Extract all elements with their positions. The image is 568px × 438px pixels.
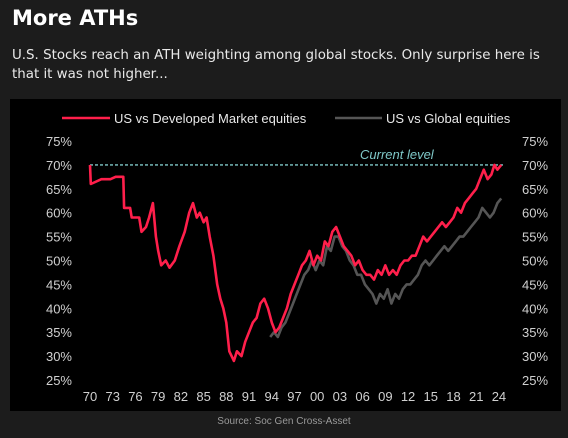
x-tick: 94 [265,389,279,404]
post-subtitle: U.S. Stocks reach an ATH weighting among… [12,48,540,82]
y-tick-right: 55% [522,230,548,245]
y-tick-right: 60% [522,206,548,221]
y-tick-right: 45% [522,277,548,292]
x-tick: 85 [196,389,210,404]
series-line-global [269,197,503,339]
x-tick: 21 [469,389,483,404]
y-axis-right: 25% 30% 35% 40% 45% 50% 55% 60% 65% 70% 75% [522,134,548,388]
y-tick-left: 25% [46,373,72,388]
chart-panel: US vs Developed Market equities US vs Gl… [10,99,561,411]
legend-label-global: US vs Global equities [386,111,511,126]
post-title: More ATHs [12,6,139,30]
y-tick-left: 55% [46,230,72,245]
y-tick-left: 65% [46,182,72,197]
x-axis: 70 73 76 79 82 85 88 91 94 97 00 03 06 09 12 15 18 21 24 [83,389,506,404]
y-tick-right: 35% [522,325,548,340]
series-layer [88,163,503,363]
x-tick: 73 [105,389,119,404]
x-tick: 24 [492,389,506,404]
y-tick-right: 30% [522,349,548,364]
series-line-developed [88,163,503,363]
x-tick: 76 [128,389,142,404]
y-tick-left: 60% [46,206,72,221]
y-tick-right: 65% [522,182,548,197]
source-caption: Source: Soc Gen Cross-Asset [217,416,351,427]
x-tick: 00 [310,389,324,404]
x-tick: 70 [83,389,97,404]
x-tick: 79 [151,389,165,404]
y-tick-right: 75% [522,134,548,149]
y-tick-left: 45% [46,277,72,292]
y-tick-right: 40% [522,301,548,316]
y-tick-left: 75% [46,134,72,149]
y-axis-left: 25% 30% 35% 40% 45% 50% 55% 60% 65% 70% 75% [46,134,72,388]
x-tick: 91 [242,389,256,404]
x-tick: 06 [355,389,369,404]
legend-label-developed: US vs Developed Market equities [114,111,307,126]
x-tick: 09 [378,389,392,404]
line-chart: US vs Developed Market equities US vs Gl… [46,111,548,404]
x-tick: 03 [333,389,347,404]
y-tick-right: 25% [522,373,548,388]
x-tick: 15 [424,389,438,404]
y-tick-left: 50% [46,254,72,269]
y-tick-left: 70% [46,158,72,173]
x-tick: 12 [401,389,415,404]
x-tick: 97 [287,389,301,404]
y-tick-right: 50% [522,254,548,269]
y-tick-left: 40% [46,301,72,316]
y-tick-left: 30% [46,349,72,364]
chart-legend: US vs Developed Market equities US vs Gl… [62,111,511,126]
x-tick: 82 [174,389,188,404]
x-tick: 88 [219,389,233,404]
x-tick: 18 [446,389,460,404]
current-level-label: Current level [360,147,435,162]
y-tick-right: 70% [522,158,548,173]
y-tick-left: 35% [46,325,72,340]
